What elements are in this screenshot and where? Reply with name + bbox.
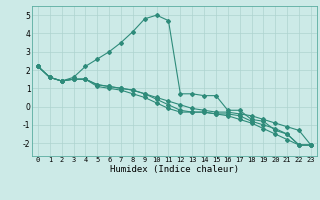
X-axis label: Humidex (Indice chaleur): Humidex (Indice chaleur): [110, 165, 239, 174]
